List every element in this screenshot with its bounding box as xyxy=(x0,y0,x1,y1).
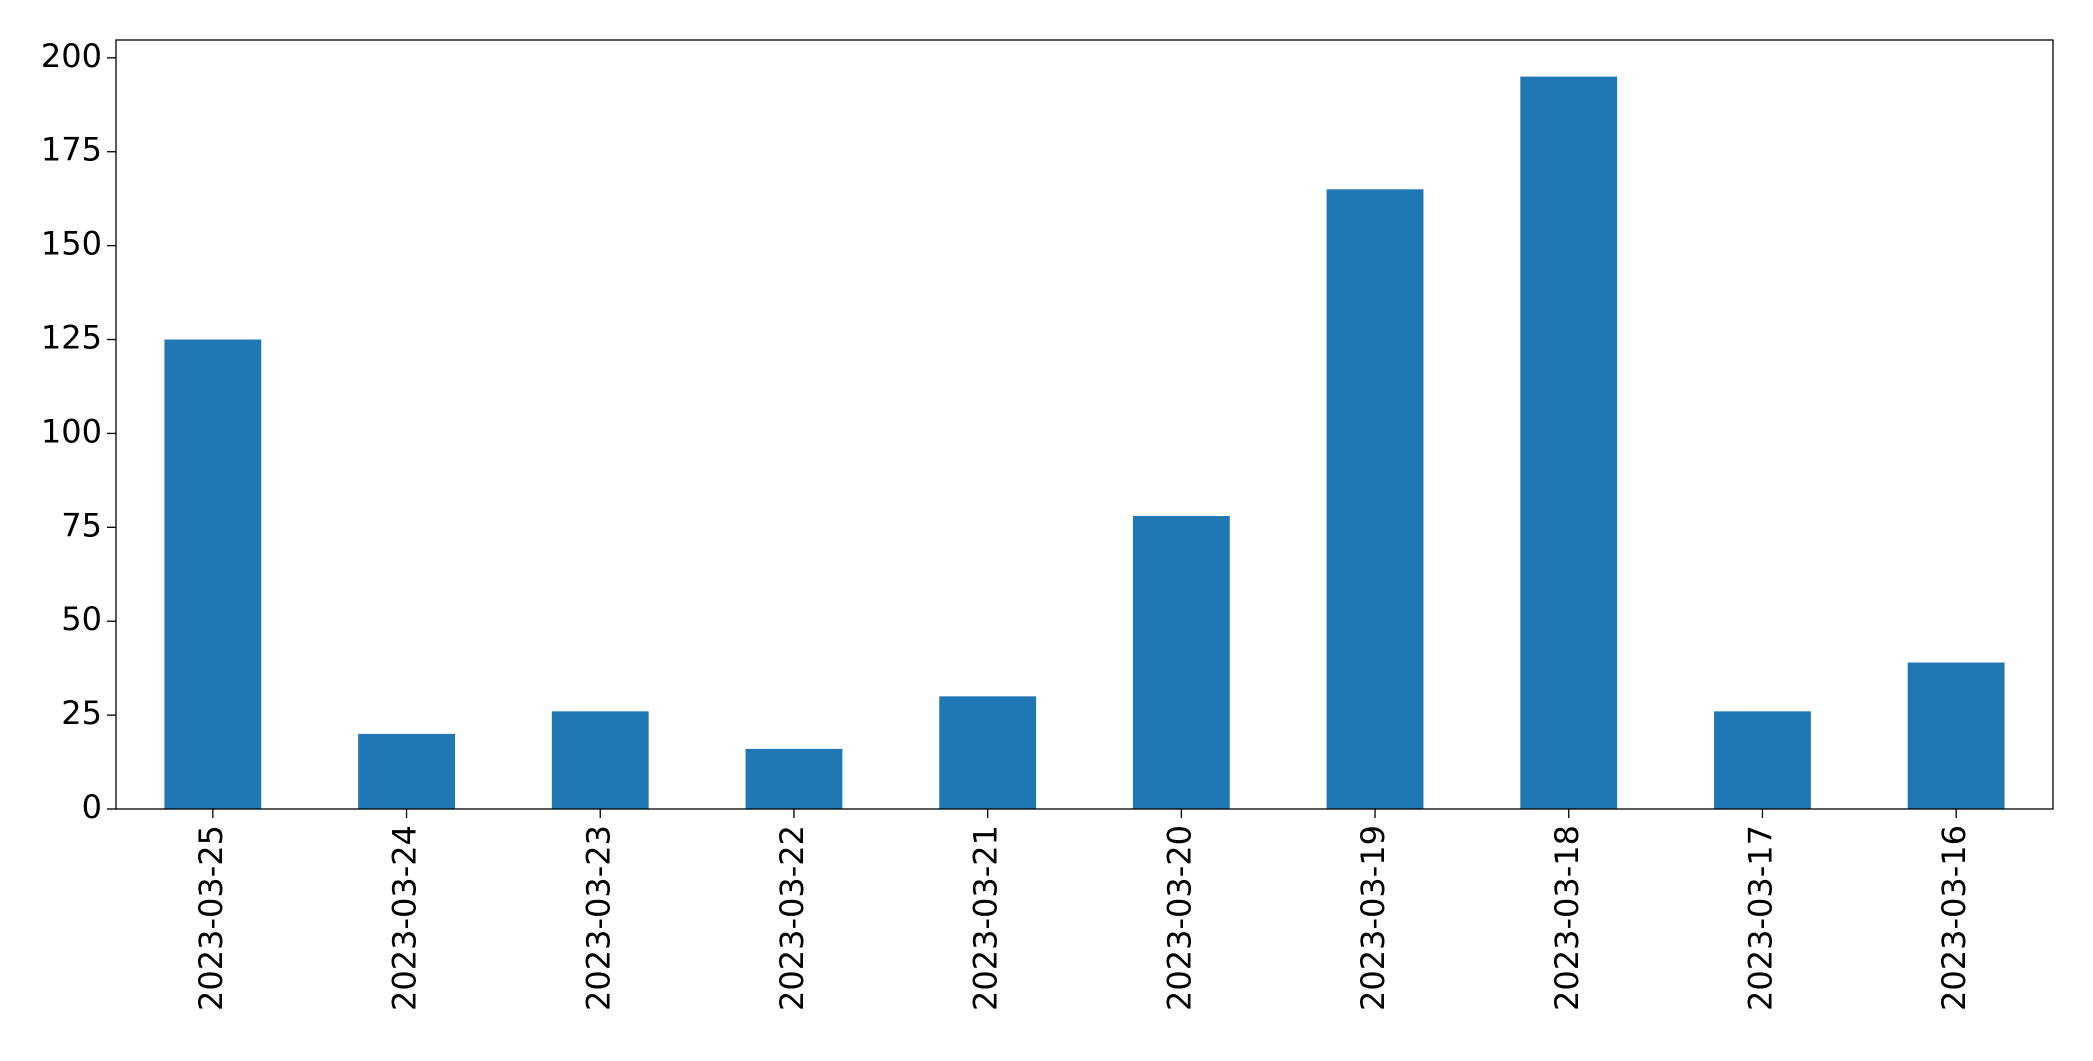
x-tick-label: 2023-03-23 xyxy=(579,825,617,1011)
y-tick-label: 75 xyxy=(61,506,102,544)
y-tick-label: 100 xyxy=(41,412,102,450)
x-tick-label: 2023-03-21 xyxy=(967,825,1005,1011)
bar xyxy=(551,711,649,809)
y-tick-label: 25 xyxy=(61,694,102,732)
plot-frame xyxy=(115,39,2054,810)
bar xyxy=(1132,516,1230,809)
bar xyxy=(358,733,455,809)
bar xyxy=(1907,662,2005,809)
x-tick-label: 2023-03-20 xyxy=(1160,825,1198,1011)
bar xyxy=(939,696,1037,809)
y-tick-label: 150 xyxy=(41,225,102,263)
bar xyxy=(164,339,262,809)
y-tick-label: 175 xyxy=(41,131,102,169)
y-tick-label: 50 xyxy=(61,600,102,638)
bar xyxy=(1714,711,1811,809)
y-tick-label: 0 xyxy=(82,788,102,826)
bar xyxy=(1520,76,1618,810)
bar xyxy=(1326,189,1424,810)
bar xyxy=(745,748,843,809)
x-tick-label: 2023-03-22 xyxy=(773,825,811,1011)
y-tick-label: 125 xyxy=(41,319,102,357)
x-tick-label: 2023-03-25 xyxy=(192,825,230,1011)
x-tick-label: 2023-03-18 xyxy=(1548,825,1586,1011)
x-tick-label: 2023-03-17 xyxy=(1741,825,1779,1011)
x-tick-label: 2023-03-19 xyxy=(1354,825,1392,1011)
x-tick-label: 2023-03-16 xyxy=(1935,825,1973,1011)
x-tick-label: 2023-03-24 xyxy=(386,825,424,1011)
y-tick-label: 200 xyxy=(41,37,102,75)
